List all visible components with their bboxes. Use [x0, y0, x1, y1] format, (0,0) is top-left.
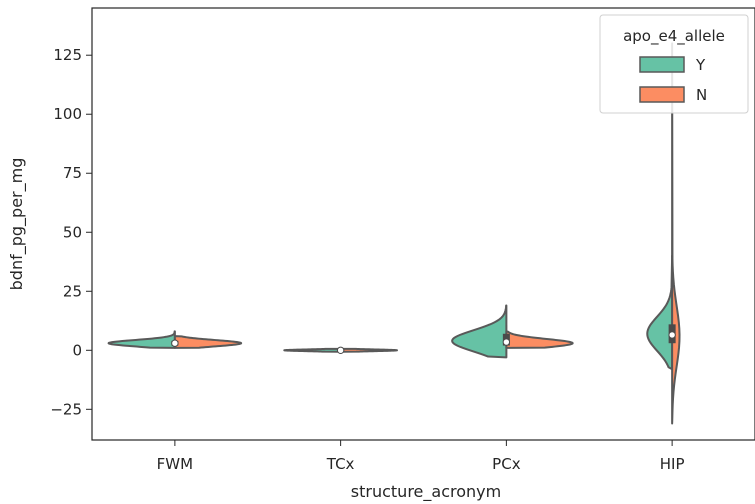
- plot-area: [91, 7, 755, 441]
- y-axis: −25 0 25 50 75 100 125: [50, 46, 92, 418]
- x-tick-label: TCx: [326, 455, 355, 473]
- x-tick-label: HIP: [660, 455, 685, 473]
- y-tick-label: 125: [53, 46, 82, 64]
- legend: apo_e4_allele YN: [599, 14, 749, 114]
- legend-label-Y: Y: [695, 56, 706, 74]
- legend-title: apo_e4_allele: [623, 27, 725, 46]
- y-axis-label: bdnf_pg_per_mg: [7, 158, 27, 291]
- median-dot: [336, 346, 345, 354]
- violin-half-N-TCx: [339, 347, 398, 353]
- violin-half-Y-PCx: [451, 304, 508, 359]
- y-tick-label: 100: [53, 105, 82, 123]
- violins: [107, 42, 681, 425]
- violin-half-N-PCx: [505, 330, 574, 349]
- median-dot: [668, 331, 676, 339]
- x-axis-label: structure_acronym: [351, 482, 501, 502]
- y-tick-label: 75: [63, 164, 82, 182]
- violin-half-Y-TCx: [283, 347, 342, 353]
- y-tick-label: 50: [63, 223, 82, 241]
- legend-label-N: N: [696, 86, 707, 104]
- median-dot: [171, 339, 179, 347]
- plot-frame: [91, 7, 755, 441]
- median-dot: [502, 338, 511, 346]
- y-tick-label: 25: [63, 282, 82, 300]
- violin-half-Y-FWM: [107, 330, 176, 349]
- violin-half-N-FWM: [173, 335, 243, 349]
- legend-swatch-Y: [639, 56, 685, 73]
- legend-swatch-N: [639, 86, 685, 103]
- y-tick-label: 0: [72, 341, 82, 359]
- x-tick-label: FWM: [157, 455, 193, 473]
- x-axis: FWM TCx PCx HIP: [157, 440, 685, 473]
- violin-half-Y-HIP: [646, 254, 674, 371]
- y-tick-label: −25: [50, 400, 82, 418]
- x-tick-label: PCx: [492, 455, 521, 473]
